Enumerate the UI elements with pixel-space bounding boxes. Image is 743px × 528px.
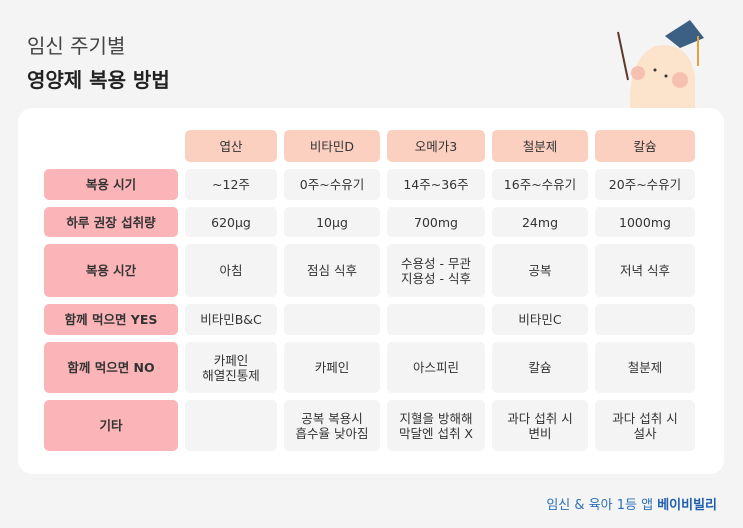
table-cell: 0주~수유기 [284, 169, 380, 200]
brand-name: 베이비빌리 [657, 498, 717, 513]
column-header: 철분제 [492, 130, 588, 162]
table-cell: 과다 섭취 시 변비 [492, 400, 588, 451]
table-cell: 공복 복용시 흡수율 낮아짐 [284, 400, 380, 451]
table-cell: 700mg [387, 207, 485, 237]
row-label: 복용 시간 [44, 244, 178, 297]
table-cell: 칼슘 [492, 342, 588, 393]
row-label: 함께 먹으면 NO [44, 342, 178, 393]
title-line1: 임신 주기별 [27, 34, 126, 58]
table-cell [387, 304, 485, 335]
table-cell: 10μg [284, 207, 380, 237]
column-header: 칼슘 [595, 130, 695, 162]
row-label: 하루 권장 섭취량 [44, 207, 178, 237]
column-header: 엽산 [185, 130, 277, 162]
table-cell: 비타민B&C [185, 304, 277, 335]
table-cell [284, 304, 380, 335]
table-cell: 점심 식후 [284, 244, 380, 297]
table-cell: 20주~수유기 [595, 169, 695, 200]
row-label: 기타 [44, 400, 178, 451]
table-cell: 카페인 [284, 342, 380, 393]
row-label: 복용 시기 [44, 169, 178, 200]
table-cell: 620μg [185, 207, 277, 237]
table-cell [595, 304, 695, 335]
table-cell: 비타민C [492, 304, 588, 335]
table-cell: 공복 [492, 244, 588, 297]
table-cell [185, 400, 277, 451]
table-cell: 저녁 식후 [595, 244, 695, 297]
table-cell: 16주~수유기 [492, 169, 588, 200]
table-cell: 과다 섭취 시 설사 [595, 400, 695, 451]
corner-cell [44, 130, 178, 162]
baby-teacher-mascot-icon [617, 20, 704, 110]
table-cell: 14주~36주 [387, 169, 485, 200]
table-cell: 아침 [185, 244, 277, 297]
table-cell: 철분제 [595, 342, 695, 393]
supplement-table: 엽산 비타민D 오메가3 철분제 칼슘 복용 시기 ~12주 0주~수유기 14주~3… [44, 130, 695, 451]
table-cell: 지혈을 방해해 막달엔 섭취 X [387, 400, 485, 451]
column-header: 오메가3 [387, 130, 485, 162]
column-header: 비타민D [284, 130, 380, 162]
footer-credit: 임신 & 육아 1등 앱 베이비빌리 [546, 494, 717, 513]
table-cell: 아스피린 [387, 342, 485, 393]
table-cell: 24mg [492, 207, 588, 237]
footer-text: 임신 & 육아 1등 앱 [546, 498, 658, 513]
table-cell: 수용성 - 무관 지용성 - 식후 [387, 244, 485, 297]
table-cell: 1000mg [595, 207, 695, 237]
table-cell: ~12주 [185, 169, 277, 200]
page-title: 영양제 복용 방법 [27, 68, 170, 92]
row-label: 함께 먹으면 YES [44, 304, 178, 335]
table-cell: 카페인 해열진통제 [185, 342, 277, 393]
